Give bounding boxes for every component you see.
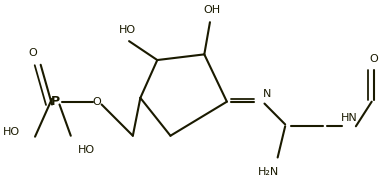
- Text: O: O: [369, 54, 378, 64]
- Text: OH: OH: [203, 5, 220, 15]
- Text: O: O: [29, 48, 37, 58]
- Text: HO: HO: [78, 145, 96, 155]
- Text: H₂N: H₂N: [258, 167, 279, 177]
- Text: HO: HO: [3, 127, 20, 137]
- Text: P: P: [51, 95, 60, 108]
- Text: N: N: [262, 89, 271, 99]
- Text: HO: HO: [119, 26, 136, 36]
- Text: O: O: [93, 97, 101, 107]
- Text: HN: HN: [341, 113, 358, 123]
